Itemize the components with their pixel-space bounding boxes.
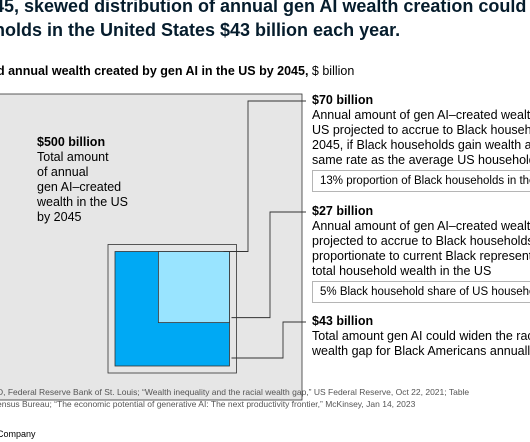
annotation-value: $70 billion bbox=[312, 93, 374, 107]
connector-43-billion bbox=[231, 321, 306, 359]
annotation-line: US projected to accrue to Black househol… bbox=[312, 123, 530, 137]
annotation-line: Annual amount of gen AI–created wealth bbox=[312, 219, 530, 233]
annotation-line: same rate as the average US household bbox=[312, 153, 530, 167]
footer-credit: Company bbox=[0, 429, 36, 439]
annotation-value: $43 billion bbox=[312, 314, 374, 328]
source-line-2: ensus Bureau; “The economic potential of… bbox=[0, 399, 416, 409]
title-line-2: holds in the United States $43 billion e… bbox=[0, 20, 401, 40]
annotation-value: $27 billion bbox=[312, 204, 374, 218]
source-line-1: D, Federal Reserve Bank of St. Louis; “W… bbox=[0, 387, 470, 397]
proportion-tag: 13% proportion of Black households in th… bbox=[312, 170, 530, 192]
annotation-70-billion: $70 billion Annual amount of gen AI–crea… bbox=[312, 93, 530, 168]
total-desc-line: by 2045 bbox=[37, 210, 82, 224]
total-wealth-label: $500 billion Total amount of annual gen … bbox=[37, 135, 157, 225]
annotation-line: total household wealth in the US bbox=[312, 264, 492, 278]
total-desc-line: of annual bbox=[37, 165, 89, 179]
annotation-line: projected to accrue to Black households … bbox=[312, 234, 530, 248]
subtitle-main: d annual wealth created by gen AI in the… bbox=[0, 64, 309, 78]
annotation-43-billion: $43 billion Total amount gen AI could wi… bbox=[312, 314, 530, 359]
annotation-line: Total amount gen AI could widen the raci… bbox=[312, 329, 530, 343]
total-desc-line: gen AI–created bbox=[37, 180, 122, 194]
annotation-27-billion: $27 billion Annual amount of gen AI–crea… bbox=[312, 204, 530, 279]
chart-title: 45, skewed distribution of annual gen AI… bbox=[0, 0, 530, 42]
total-value: $500 billion bbox=[37, 135, 106, 149]
chart-subtitle: d annual wealth created by gen AI in the… bbox=[0, 63, 354, 79]
annotation-line: 2045, if Black households gain wealth at… bbox=[312, 138, 530, 152]
source-note: D, Federal Reserve Bank of St. Louis; “W… bbox=[0, 386, 530, 410]
title-line-1: 45, skewed distribution of annual gen AI… bbox=[0, 0, 530, 16]
zoom-outline-square bbox=[107, 244, 237, 374]
total-desc-line: Total amount bbox=[37, 150, 109, 164]
share-tag: 5% Black household share of US househol bbox=[312, 281, 530, 303]
connector-70-billion bbox=[223, 100, 306, 252]
annotation-line: Annual amount of gen AI–created wealth bbox=[312, 108, 530, 122]
total-desc-line: wealth in the US bbox=[37, 195, 129, 209]
representative-wealth-square bbox=[157, 251, 230, 324]
connector-27-billion bbox=[231, 211, 306, 319]
annotation-line: proportionate to current Black represent… bbox=[312, 249, 530, 263]
annotation-line: wealth gap for Black Americans annually bbox=[312, 344, 530, 358]
subtitle-unit: $ billion bbox=[308, 64, 355, 78]
